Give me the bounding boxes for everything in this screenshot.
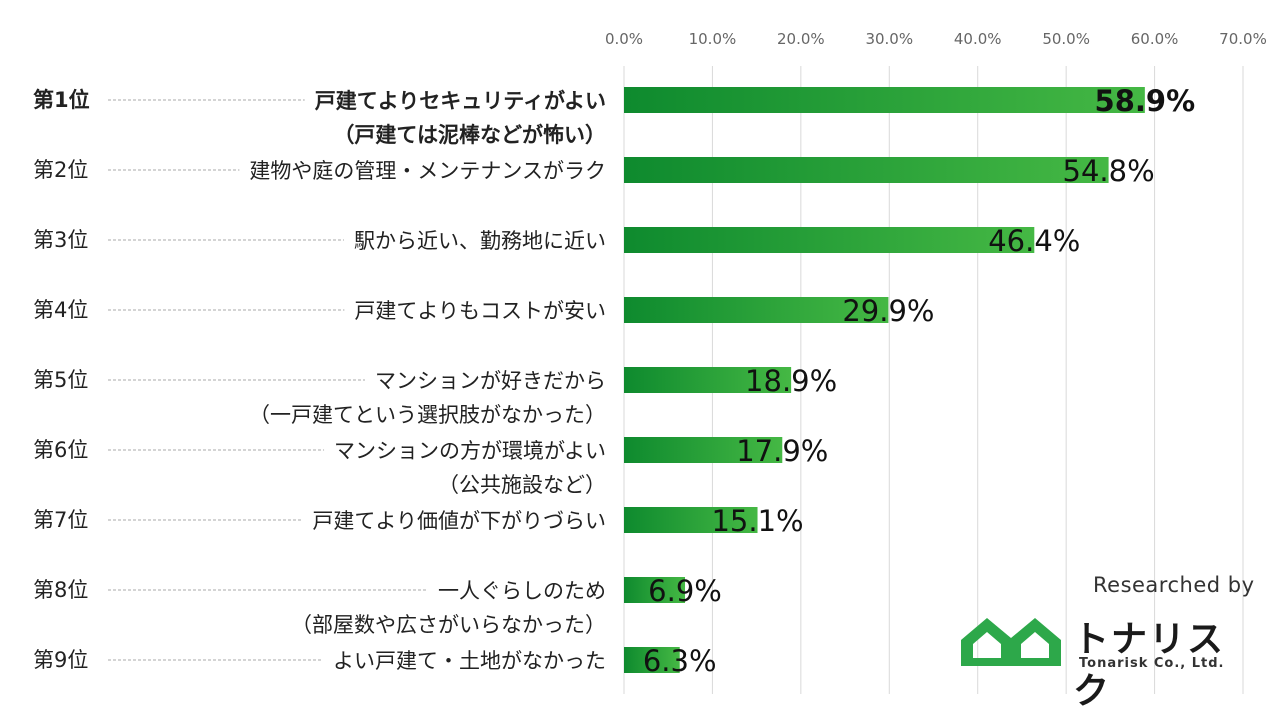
rank-label: 第8位 <box>33 578 88 602</box>
value-label: 58.9% <box>1095 84 1196 118</box>
bar-row: 第7位 戸建てより価値が下がりづらい 15.1% <box>33 504 804 538</box>
bar-row: 第3位 駅から近い、勤務地に近い 46.4% <box>33 224 1080 258</box>
value-label: 6.9% <box>648 574 722 608</box>
value-label: 15.1% <box>711 504 803 538</box>
category-label: （部屋数や広さがいらなかった） <box>291 613 606 637</box>
x-tick-label: 0.0% <box>605 30 643 48</box>
researched-by-text: Researched by <box>1093 573 1255 597</box>
bar-row: 第8位 一人ぐらしのため （部屋数や広さがいらなかった） 6.9% <box>33 574 722 637</box>
rank-label: 第3位 <box>33 228 88 252</box>
category-label: 建物や庭の管理・メンテナンスがラク <box>249 159 606 183</box>
category-label: （一戸建てという選択肢がなかった） <box>249 403 606 427</box>
logo-name: トナリスク <box>1073 619 1226 712</box>
bar <box>624 367 792 393</box>
rank-label: 第2位 <box>33 158 88 182</box>
x-tick-label: 10.0% <box>689 30 737 48</box>
bar-row: 第9位 よい戸建て・土地がなかった 6.3% <box>33 644 717 678</box>
category-label: 戸建てよりセキュリティがよい <box>315 89 606 113</box>
bar <box>624 577 686 603</box>
x-tick-label: 70.0% <box>1219 30 1267 48</box>
value-label: 46.4% <box>988 224 1080 258</box>
value-label: 18.9% <box>745 364 837 398</box>
bar-row: 第5位 マンションが好きだから （一戸建てという選択肢がなかった） 18.9% <box>33 364 837 427</box>
category-label: 一人ぐらしのため <box>438 579 606 603</box>
bar <box>624 227 1035 253</box>
category-label: 戸建てより価値が下がりづらい <box>312 509 606 533</box>
category-label: よい戸建て・土地がなかった <box>333 649 606 673</box>
category-label: マンションの方が環境がよい <box>334 439 606 463</box>
rank-label: 第7位 <box>33 508 88 532</box>
tonarisk-logo: トナリスク Tonarisk Co., Ltd. <box>955 610 1255 712</box>
x-tick-label: 30.0% <box>865 30 913 48</box>
bar-row: 第2位 建物や庭の管理・メンテナンスがラク 54.8% <box>33 154 1155 188</box>
bar <box>624 647 680 673</box>
value-label: 17.9% <box>736 434 828 468</box>
category-label: マンションが好きだから <box>375 369 606 393</box>
x-tick-label: 60.0% <box>1131 30 1179 48</box>
bar <box>624 87 1145 113</box>
logo-subtitle: Tonarisk Co., Ltd. <box>1079 656 1225 671</box>
category-label: 戸建てよりもコストが安い <box>354 299 606 323</box>
value-label: 6.3% <box>643 644 717 678</box>
rank-label: 第9位 <box>33 648 88 672</box>
rank-label: 第1位 <box>33 88 90 112</box>
house-logo-icon <box>961 618 1061 666</box>
bar-row: 第1位 戸建てよりセキュリティがよい （戸建ては泥棒などが怖い） 58.9% <box>33 84 1195 147</box>
x-tick-label: 20.0% <box>777 30 825 48</box>
category-label: 駅から近い、勤務地に近い <box>354 229 606 253</box>
value-label: 54.8% <box>1063 154 1155 188</box>
bar <box>624 437 783 463</box>
category-label: （公共施設など） <box>438 473 606 497</box>
rank-label: 第5位 <box>33 368 88 392</box>
bar <box>624 297 889 323</box>
rank-label: 第6位 <box>33 438 88 462</box>
x-tick-label: 40.0% <box>954 30 1002 48</box>
bar <box>624 157 1109 183</box>
bar-row: 第4位 戸建てよりもコストが安い 29.9% <box>33 294 934 328</box>
bar <box>624 507 758 533</box>
x-tick-label: 50.0% <box>1042 30 1090 48</box>
rank-label: 第4位 <box>33 298 88 322</box>
value-label: 29.9% <box>842 294 934 328</box>
category-label: （戸建ては泥棒などが怖い） <box>333 123 606 147</box>
bar-row: 第6位 マンションの方が環境がよい （公共施設など） 17.9% <box>33 434 828 497</box>
